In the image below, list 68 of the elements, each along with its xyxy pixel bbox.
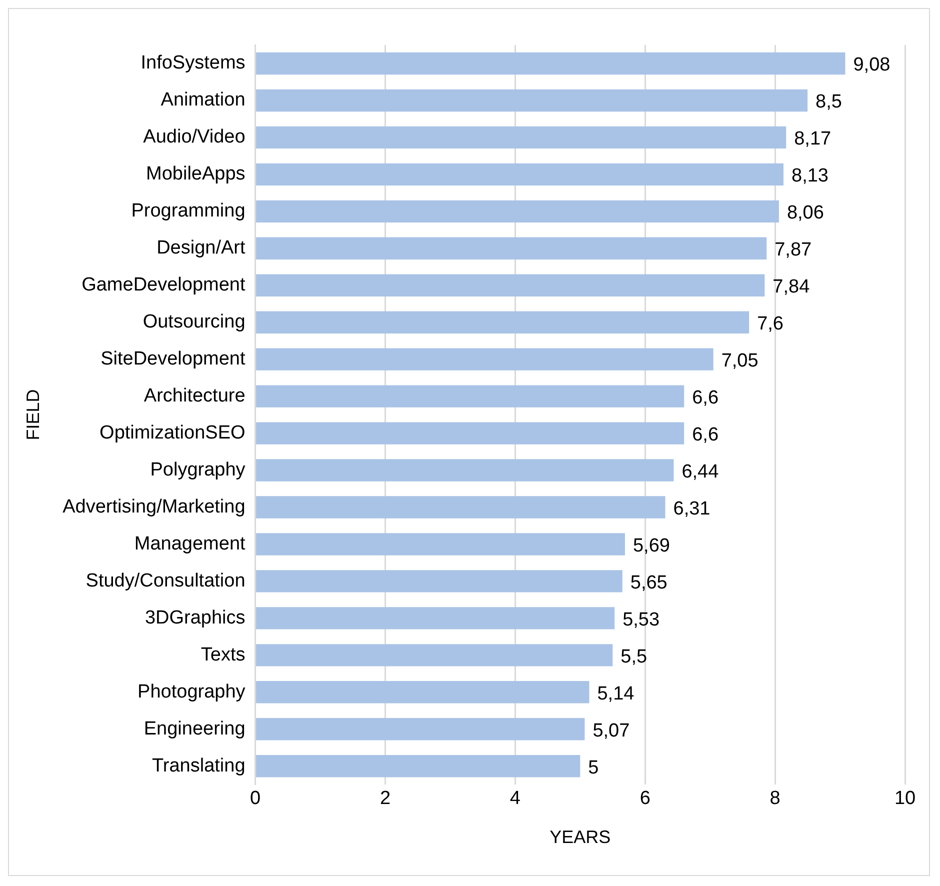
- x-tick-label: 10: [894, 788, 916, 810]
- y-tick-label: Advertising/Marketing: [62, 496, 246, 518]
- bar: [256, 237, 767, 260]
- y-tick-label: GameDevelopment: [82, 274, 246, 296]
- x-tick-label: 0: [250, 788, 261, 810]
- y-tick-label: Outsourcing: [142, 312, 246, 333]
- y-tick-label: Audio/Video: [143, 126, 246, 148]
- x-tick-label: 6: [640, 788, 650, 810]
- data-label: 8,13: [792, 166, 828, 187]
- y-tick-label: Study/Consultation: [86, 570, 246, 592]
- data-label: 5,07: [592, 720, 630, 742]
- bar: [256, 570, 622, 592]
- data-label: 8,06: [786, 202, 824, 224]
- data-label: 7,84: [772, 276, 810, 298]
- bar: [256, 496, 666, 518]
- y-tick-label: Texts: [200, 644, 246, 666]
- bar: [256, 533, 625, 556]
- bar: [256, 681, 590, 704]
- data-label: 5,14: [597, 683, 635, 704]
- data-label: 9,08: [853, 54, 890, 76]
- data-label: 6,31: [673, 498, 710, 520]
- y-tick-label: Engineering: [144, 718, 246, 740]
- y-tick-label: Polygraphy: [150, 460, 246, 481]
- data-label: 6,44: [682, 462, 720, 483]
- bar: [256, 607, 615, 630]
- bar: [256, 644, 613, 666]
- y-tick-label: Photography: [138, 681, 246, 702]
- data-label: 5,65: [630, 572, 668, 594]
- bar: [256, 422, 684, 444]
- bar: [256, 163, 784, 186]
- y-tick-label: Architecture: [144, 386, 246, 407]
- bar: [256, 126, 786, 149]
- y-tick-label: Management: [134, 533, 246, 554]
- y-tick-label: MobileApps: [146, 164, 246, 185]
- data-label: 8,17: [794, 128, 832, 150]
- bar: [256, 311, 750, 334]
- y-tick-label: SiteDevelopment: [100, 348, 246, 370]
- x-tick-label: 8: [770, 788, 780, 810]
- data-label: 7,05: [721, 350, 758, 372]
- y-tick-label: Translating: [152, 755, 246, 776]
- data-label: 6,6: [692, 424, 719, 446]
- bar: [256, 52, 846, 75]
- x-tick-label: 2: [380, 788, 391, 810]
- bar: [256, 348, 714, 370]
- y-tick-label: 3DGraphics: [144, 607, 246, 628]
- data-label: 5,53: [622, 609, 660, 630]
- y-tick-label: Animation: [160, 90, 246, 111]
- data-label: 8,5: [816, 92, 842, 113]
- y-axis-title: FIELD: [22, 389, 43, 440]
- y-tick-label: InfoSystems: [140, 52, 246, 74]
- bar: [256, 385, 684, 408]
- data-label: 6,6: [692, 388, 719, 409]
- bar: [256, 755, 580, 778]
- data-label: 7,6: [757, 314, 784, 335]
- data-label: 5: [588, 757, 599, 778]
- x-axis-title: YEARS: [550, 827, 611, 848]
- y-tick-label: OptimizationSEO: [100, 422, 246, 444]
- x-tick-label: 4: [510, 788, 521, 810]
- y-tick-label: Design/Art: [156, 238, 246, 259]
- data-label: 5,69: [632, 535, 670, 556]
- bar: [256, 459, 674, 482]
- data-label: 7,87: [774, 240, 812, 261]
- data-label: 5,5: [620, 646, 648, 668]
- y-tick-label: Programming: [131, 200, 246, 222]
- bar: [256, 89, 808, 112]
- bar: [256, 718, 585, 740]
- bar: [256, 200, 779, 223]
- bar: [256, 274, 765, 296]
